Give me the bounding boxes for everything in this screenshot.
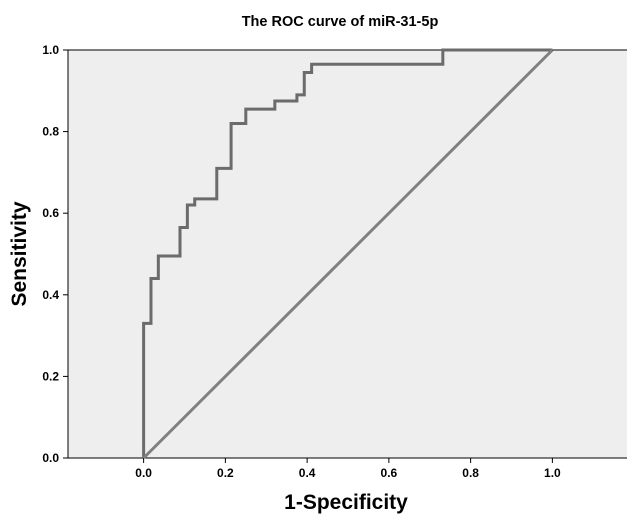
y-tick-label: 1.0 <box>42 43 59 57</box>
y-axis-label: Sensitivity <box>8 201 31 306</box>
x-tick-label: 0.4 <box>299 466 316 480</box>
x-tick-label: 0.2 <box>217 466 234 480</box>
y-tick-label: 0.0 <box>42 451 59 465</box>
x-tick-label: 1.0 <box>544 466 561 480</box>
series-layer <box>142 48 554 460</box>
x-axis-ticks: 0.0 0.2 0.4 0.6 0.8 1.0 <box>135 458 561 480</box>
y-axis-ticks: 0.0 0.2 0.4 0.6 0.8 1.0 <box>42 43 68 465</box>
reference-diagonal-line <box>142 48 554 460</box>
x-tick-label: 0.6 <box>381 466 398 480</box>
y-tick-label: 0.2 <box>42 369 59 383</box>
y-tick-label: 0.8 <box>42 125 59 139</box>
y-tick-label: 0.4 <box>42 288 59 302</box>
x-tick-label: 0.0 <box>135 466 152 480</box>
x-axis-label: 1-Specificity <box>284 491 408 514</box>
roc-curve-line <box>142 48 553 458</box>
chart-title: The ROC curve of miR-31-5p <box>242 14 439 30</box>
y-tick-label: 0.6 <box>42 206 59 220</box>
x-tick-label: 0.8 <box>462 466 479 480</box>
